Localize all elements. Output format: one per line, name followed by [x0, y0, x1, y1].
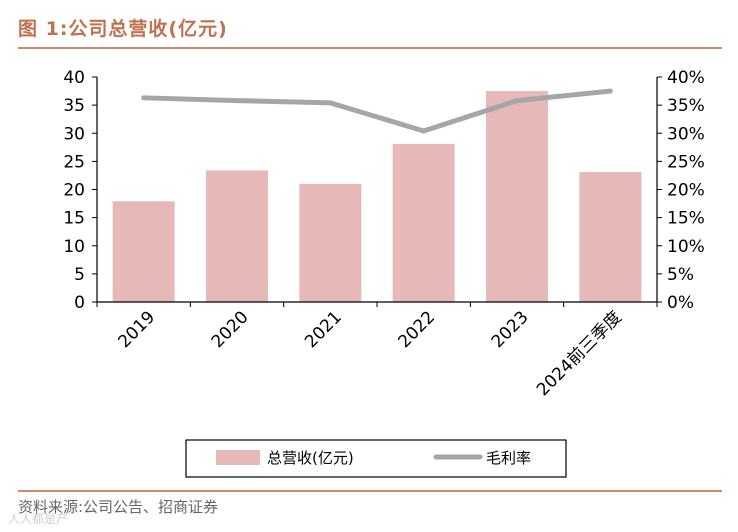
right-tick-label: 30%	[667, 124, 705, 144]
bar	[579, 172, 642, 302]
left-tick-label: 0	[74, 293, 85, 313]
axes	[96, 77, 658, 303]
bar	[206, 170, 268, 302]
figure-title: 图 1:公司总营收(亿元)	[18, 18, 228, 40]
legend-bar-swatch	[216, 450, 260, 465]
left-tick-label: 40	[63, 68, 85, 88]
left-tick-label: 30	[63, 124, 85, 144]
x-tick-label: 2019	[114, 307, 159, 352]
source-note: 资料来源:公司公告、招商证券	[18, 498, 219, 516]
bar-series	[112, 91, 642, 302]
right-tick-label: 35%	[667, 96, 705, 116]
watermark: 人人都是产	[8, 512, 69, 526]
left-tick-label: 20	[63, 181, 85, 201]
right-axis-ticks: 0% 5% 10% 15% 20% 25% 30% 35% 40%	[657, 68, 705, 313]
left-tick-label: 15	[63, 209, 85, 229]
right-tick-label: 20%	[667, 181, 705, 201]
x-tick-label: 2020	[208, 307, 253, 352]
legend: 总营收(亿元) 毛利率	[185, 439, 567, 478]
x-tick-label: 2024前三季度	[533, 307, 626, 400]
source-divider	[18, 490, 722, 492]
right-tick-label: 40%	[667, 68, 705, 88]
right-tick-label: 15%	[667, 209, 705, 229]
right-tick-label: 5%	[667, 265, 694, 285]
right-tick-label: 25%	[667, 152, 705, 172]
chart-canvas: 0 5 10 15 20 25 30 35 40 0% 5% 10% 15% 20% 25% 30% 35% 4…	[63, 68, 705, 478]
x-tick-label: 2021	[301, 307, 346, 352]
left-tick-label: 10	[63, 237, 85, 257]
legend-line-label: 毛利率	[486, 449, 531, 467]
right-tick-label: 0%	[667, 293, 694, 313]
left-axis-ticks: 0 5 10 15 20 25 30 35 40	[63, 68, 97, 313]
right-tick-label: 10%	[667, 237, 705, 257]
x-tick-label: 2022	[394, 307, 439, 352]
bar	[112, 201, 175, 302]
bar	[299, 183, 362, 302]
bar	[486, 91, 548, 302]
title-divider	[18, 47, 722, 49]
legend-bar-label: 总营收(亿元)	[267, 449, 354, 467]
bar	[392, 143, 455, 302]
left-tick-label: 25	[63, 152, 85, 172]
gross-margin-line	[141, 88, 613, 134]
x-axis-ticks: 2019 2020 2021 2022 2023 2024前三季度	[96, 302, 658, 400]
x-tick-label: 2023	[488, 307, 533, 352]
left-tick-label: 5	[74, 265, 85, 285]
left-tick-label: 35	[63, 96, 85, 116]
